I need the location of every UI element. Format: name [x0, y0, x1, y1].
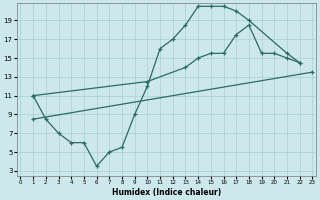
X-axis label: Humidex (Indice chaleur): Humidex (Indice chaleur)	[112, 188, 221, 197]
